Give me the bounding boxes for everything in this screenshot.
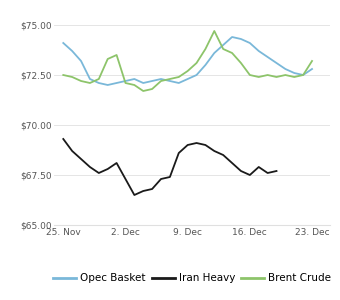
Iran Heavy	[212, 149, 216, 153]
Opec Basket	[141, 81, 145, 85]
Iran Heavy	[132, 193, 136, 197]
Brent Crude	[257, 75, 261, 79]
Brent Crude	[70, 75, 74, 79]
Opec Basket	[97, 81, 101, 85]
Opec Basket	[248, 41, 252, 45]
Opec Basket	[132, 77, 136, 81]
Brent Crude	[79, 79, 83, 83]
Brent Crude	[177, 75, 181, 79]
Iran Heavy	[159, 177, 163, 181]
Iran Heavy	[115, 161, 119, 165]
Opec Basket	[88, 77, 92, 81]
Brent Crude	[61, 73, 65, 77]
Iran Heavy	[141, 189, 145, 193]
Opec Basket	[257, 49, 261, 53]
Iran Heavy	[203, 143, 207, 147]
Opec Basket	[203, 63, 207, 67]
Iran Heavy	[230, 161, 234, 165]
Opec Basket	[159, 77, 163, 81]
Opec Basket	[61, 41, 65, 45]
Brent Crude	[292, 75, 296, 79]
Brent Crude	[123, 81, 128, 85]
Iran Heavy	[274, 169, 278, 173]
Iran Heavy	[79, 157, 83, 161]
Brent Crude	[283, 73, 287, 77]
Brent Crude	[186, 69, 190, 73]
Iran Heavy	[168, 175, 172, 179]
Opec Basket	[283, 67, 287, 71]
Iran Heavy	[257, 165, 261, 169]
Brent Crude	[212, 29, 216, 33]
Opec Basket	[115, 81, 119, 85]
Legend: Opec Basket, Iran Heavy, Brent Crude: Opec Basket, Iran Heavy, Brent Crude	[49, 269, 336, 287]
Opec Basket	[301, 73, 305, 77]
Opec Basket	[274, 61, 278, 65]
Opec Basket	[186, 77, 190, 81]
Opec Basket	[150, 79, 154, 83]
Brent Crude	[106, 57, 110, 61]
Iran Heavy	[221, 153, 225, 157]
Iran Heavy	[88, 165, 92, 169]
Iran Heavy	[150, 187, 154, 191]
Opec Basket	[292, 71, 296, 75]
Opec Basket	[123, 79, 128, 83]
Iran Heavy	[97, 171, 101, 175]
Opec Basket	[230, 35, 234, 39]
Brent Crude	[88, 81, 92, 85]
Brent Crude	[274, 75, 278, 79]
Iran Heavy	[70, 149, 74, 153]
Line: Opec Basket: Opec Basket	[63, 37, 312, 85]
Line: Brent Crude: Brent Crude	[63, 31, 312, 91]
Opec Basket	[212, 51, 216, 55]
Iran Heavy	[194, 141, 199, 145]
Iran Heavy	[123, 177, 128, 181]
Iran Heavy	[248, 173, 252, 177]
Opec Basket	[239, 37, 243, 41]
Brent Crude	[301, 73, 305, 77]
Opec Basket	[177, 81, 181, 85]
Brent Crude	[239, 61, 243, 65]
Opec Basket	[106, 83, 110, 87]
Brent Crude	[194, 61, 199, 65]
Brent Crude	[141, 89, 145, 93]
Brent Crude	[266, 73, 270, 77]
Brent Crude	[97, 77, 101, 81]
Iran Heavy	[186, 143, 190, 147]
Opec Basket	[221, 43, 225, 47]
Opec Basket	[168, 79, 172, 83]
Opec Basket	[266, 55, 270, 59]
Brent Crude	[203, 47, 207, 51]
Brent Crude	[115, 53, 119, 57]
Brent Crude	[159, 79, 163, 83]
Opec Basket	[70, 49, 74, 53]
Opec Basket	[194, 73, 199, 77]
Brent Crude	[168, 77, 172, 81]
Line: Iran Heavy: Iran Heavy	[63, 139, 276, 195]
Opec Basket	[79, 59, 83, 63]
Brent Crude	[230, 51, 234, 55]
Iran Heavy	[177, 151, 181, 155]
Brent Crude	[248, 73, 252, 77]
Iran Heavy	[239, 169, 243, 173]
Brent Crude	[132, 83, 136, 87]
Iran Heavy	[266, 171, 270, 175]
Iran Heavy	[106, 167, 110, 171]
Brent Crude	[150, 87, 154, 91]
Opec Basket	[310, 67, 314, 71]
Iran Heavy	[61, 137, 65, 141]
Brent Crude	[310, 59, 314, 63]
Brent Crude	[221, 47, 225, 51]
